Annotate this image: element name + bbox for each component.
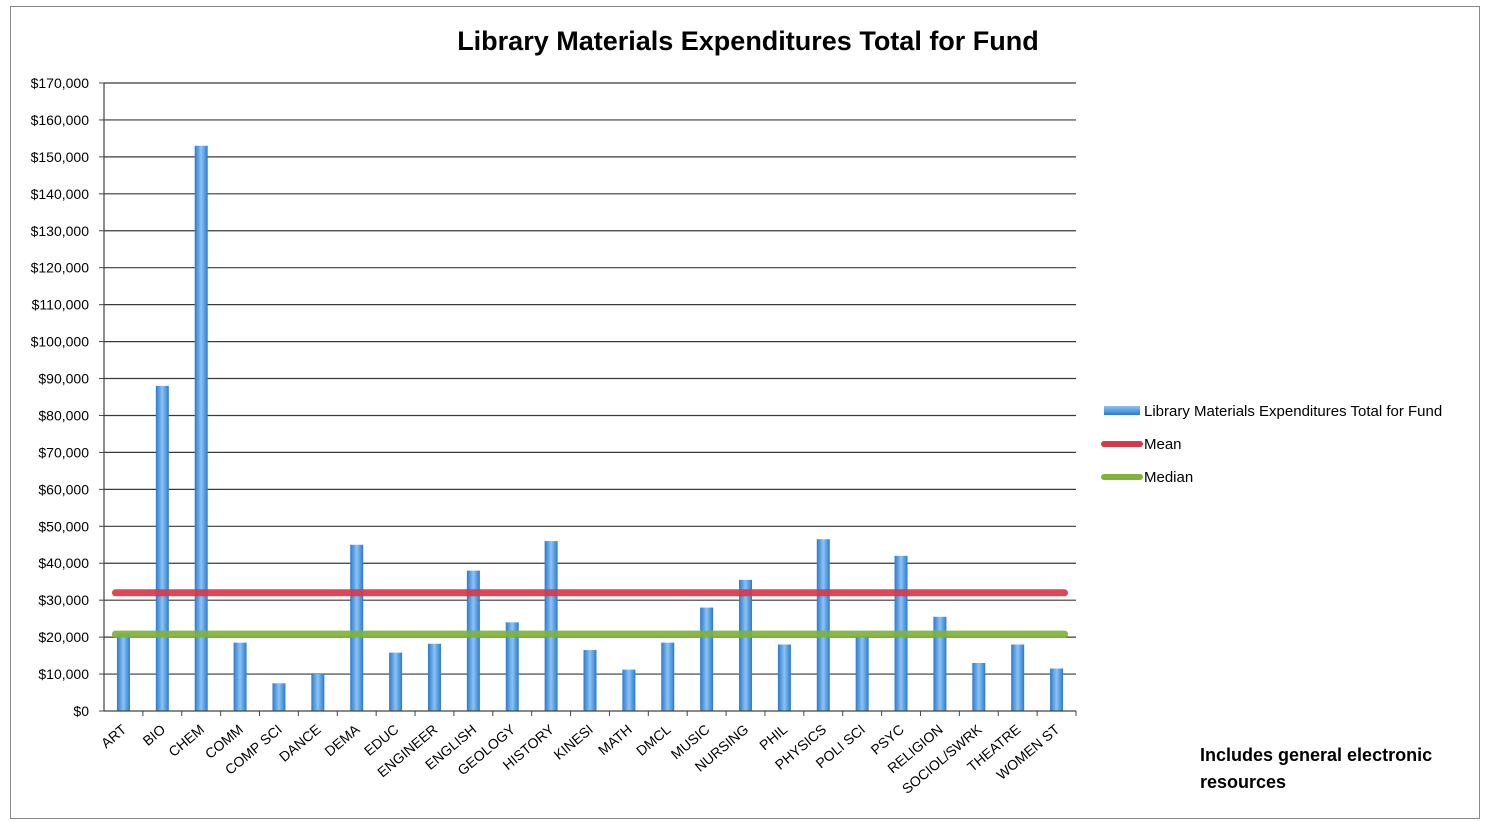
- bar: [622, 669, 636, 711]
- chart-note: Includes general electronic resources: [1200, 745, 1433, 792]
- bar: [466, 570, 480, 711]
- y-tick-label: $100,000: [31, 334, 90, 350]
- bar: [1011, 644, 1025, 711]
- bar: [194, 145, 208, 712]
- x-tick-label: ART: [98, 721, 130, 751]
- chart-frame: [10, 6, 1480, 819]
- bar: [816, 539, 830, 711]
- y-tick-label: $170,000: [31, 75, 90, 91]
- bar: [1050, 668, 1064, 711]
- y-tick-label: $30,000: [38, 592, 89, 608]
- bar: [777, 644, 791, 711]
- legend-swatch-bars: [1104, 406, 1140, 415]
- x-tick-label: KINESI: [550, 721, 595, 763]
- legend-label-median: Median: [1144, 469, 1193, 486]
- y-tick-label: $50,000: [38, 518, 89, 534]
- y-tick-label: $90,000: [38, 371, 89, 387]
- y-tick-label: $160,000: [31, 112, 90, 128]
- bar: [272, 683, 286, 711]
- x-tick-label: DANCE: [276, 721, 324, 765]
- bar: [233, 642, 247, 711]
- y-tick-label: $80,000: [38, 407, 89, 423]
- y-tick-label: $10,000: [38, 666, 89, 682]
- y-tick-label: $130,000: [31, 223, 90, 239]
- bar: [855, 637, 869, 711]
- x-tick-label: DEMA: [321, 721, 363, 760]
- y-tick-label: $110,000: [32, 297, 90, 313]
- bar: [311, 674, 325, 711]
- x-tick-label: DMCL: [633, 721, 674, 759]
- y-tick-label: $40,000: [38, 555, 89, 571]
- y-tick-label: $0: [73, 703, 89, 719]
- bar: [972, 662, 986, 711]
- y-tick-label: $150,000: [31, 149, 90, 165]
- y-tick-label: $140,000: [31, 186, 90, 202]
- bar: [155, 385, 169, 711]
- bar: [661, 642, 675, 711]
- bar: [739, 579, 753, 711]
- bar: [389, 652, 403, 711]
- chart-title: Library Materials Expenditures Total for…: [457, 26, 1039, 56]
- bar: [583, 650, 597, 711]
- bar: [350, 544, 364, 711]
- bar: [544, 541, 558, 711]
- bar: [427, 643, 441, 711]
- x-tick-label: BIO: [139, 721, 168, 749]
- x-tick-label: CHEM: [165, 721, 207, 760]
- legend-label-mean: Mean: [1144, 436, 1182, 453]
- legend-label-bars: Library Materials Expenditures Total for…: [1144, 403, 1442, 420]
- y-tick-label: $60,000: [38, 481, 89, 497]
- bar: [700, 607, 714, 711]
- bar: [116, 633, 130, 711]
- y-tick-label: $20,000: [38, 629, 89, 645]
- bar: [933, 616, 947, 711]
- y-tick-label: $70,000: [38, 444, 89, 460]
- bar: [505, 622, 519, 711]
- y-tick-label: $120,000: [31, 260, 90, 276]
- x-tick-label: MATH: [595, 721, 635, 758]
